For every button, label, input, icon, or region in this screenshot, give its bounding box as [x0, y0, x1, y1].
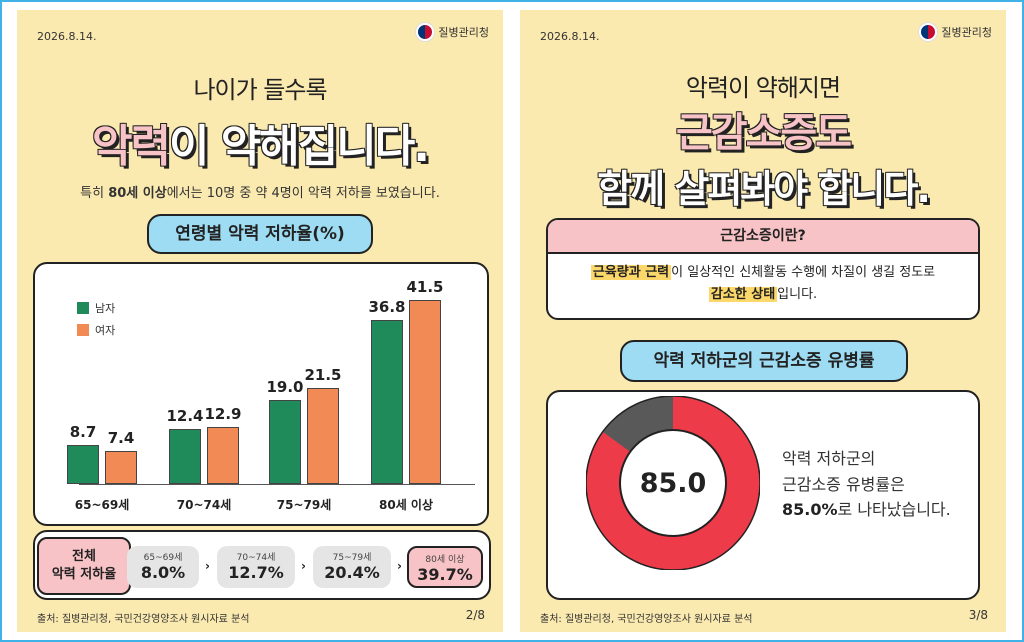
desc-bold: 80세 이상 [108, 186, 167, 201]
legend-label-female: 여자 [95, 324, 116, 337]
bar-female [105, 451, 137, 484]
headline-sub: 악력이 약해지면 [685, 74, 841, 102]
category-label: 80세 이상 [379, 498, 433, 512]
summary-label-line1: 전체 [72, 548, 96, 564]
donut-chart: 85.0 [585, 395, 761, 571]
donut-svg [585, 395, 761, 571]
source: 출처: 질병관리청, 국민건강영양조사 원시자료 분석 [37, 614, 250, 625]
legend-male: 남자 [77, 300, 115, 316]
category-label: 65~69세 [74, 498, 130, 512]
definition-text: 이 일상적인 신체활동 수행에 차질이 생길 정도로 [671, 265, 936, 280]
summary-group: 70~74세 [236, 553, 276, 563]
definition-title: 근감소증이란? [548, 220, 978, 254]
summary-item-highlight: 80세 이상 39.7% [407, 546, 483, 588]
chevron-right-icon: › [397, 559, 402, 573]
donut-text-line: 근감소증 유병률은 [782, 474, 905, 494]
donut-text-bold: 85.0% [782, 500, 838, 520]
summary-value: 39.7% [417, 565, 473, 584]
category-label: 70~74세 [176, 498, 232, 512]
bar-value-label: 12.9 [204, 404, 242, 423]
bar-value-label: 12.4 [166, 406, 204, 425]
desc-post: 에서는 10명 중 약 4명이 악력 저하를 보였습니다. [166, 186, 440, 201]
definition-box: 근감소증이란? 근육량과 근력 이 일상적인 신체활동 수행에 차질이 생길 정도… [546, 218, 980, 320]
x-axis [79, 484, 475, 485]
org-name: 질병관리청 [941, 26, 992, 39]
summary-item: 65~69세 8.0% [127, 546, 199, 588]
headline-sub: 나이가 들수록 [193, 76, 327, 104]
summary-value: 12.7% [228, 563, 284, 582]
donut-hole [619, 429, 727, 537]
bar-male [67, 445, 99, 484]
definition-text: 입니다. [777, 287, 818, 303]
bar-value-label: 21.5 [304, 366, 342, 385]
category-label: 75~79세 [276, 498, 332, 512]
definition-body: 근육량과 근력 이 일상적인 신체활동 수행에 차질이 생길 정도로 감소한 상태… [548, 254, 978, 306]
bar-male [269, 399, 301, 484]
page-number: 2/8 [465, 608, 485, 622]
org-name: 질병관리청 [438, 26, 489, 39]
legend-swatch-female [77, 324, 89, 336]
bar-male [371, 320, 403, 484]
desc-pre: 특히 [80, 186, 109, 201]
donut-main-segment [586, 396, 760, 570]
bar-male [169, 428, 201, 484]
donut-text-line: 악력 저하군의 [782, 449, 876, 468]
legend-label-male: 남자 [95, 302, 116, 315]
headline: 악력이 약해집니다. [17, 110, 503, 174]
headline-rest: 이 약해집니다. [169, 121, 430, 172]
bar-value-label: 7.4 [107, 429, 135, 448]
legend-female: 여자 [77, 322, 115, 338]
source: 출처: 질병관리청, 국민건강영양조사 원시자료 분석 [540, 614, 753, 625]
definition-highlight: 감소한 상태 [708, 287, 778, 303]
bar-value-label: 8.7 [69, 423, 97, 442]
headline-highlight: 악력 [92, 121, 171, 172]
bar-value-label: 19.0 [266, 377, 304, 396]
date: 2026.8.14. [540, 30, 600, 43]
taegeuk-icon [919, 23, 938, 41]
bar-female [207, 426, 239, 484]
legend-swatch-male [77, 302, 89, 314]
headline-highlight: 근감소증도 [676, 110, 852, 156]
card-grip-strength: 2026.8.14. 질병관리청 나이가 들수록 악력이 약해집니다. 특히 8… [17, 10, 503, 632]
bar-female [307, 388, 339, 484]
donut-description: 악력 저하군의 근감소증 유병률은 85.0%로 나타났습니다. [782, 446, 951, 523]
chevron-right-icon: › [205, 559, 210, 573]
bar-value-label: 41.5 [406, 277, 444, 296]
summary-value: 8.0% [140, 563, 186, 582]
donut-value: 85.0 [639, 467, 707, 499]
taegeuk-icon [416, 23, 435, 41]
page-number: 3/8 [968, 608, 988, 622]
date: 2026.8.14. [37, 30, 97, 43]
card-sarcopenia: 2026.8.14. 질병관리청 악력이 약해지면 근감소증도 함께 살펴봐야 … [520, 10, 1006, 632]
summary-value: 20.4% [324, 563, 380, 582]
donut-text-rest: 로 나타났습니다. [837, 500, 951, 520]
chevron-right-icon: › [301, 559, 306, 573]
summary-group: 65~69세 [143, 553, 183, 563]
bar-value-label: 36.8 [368, 298, 406, 317]
org-logo: 질병관리청 [416, 23, 489, 41]
section-title: 악력 저하군의 근감소증 유병률 [620, 340, 908, 382]
summary-group: 80세 이상 [425, 555, 465, 565]
summary-group: 75~79세 [332, 553, 372, 563]
chart-title: 연령별 악력 저하율(%) [147, 214, 373, 254]
definition-highlight: 근육량과 근력 [590, 265, 672, 280]
bar-female [409, 299, 441, 484]
summary-label-line2: 악력 저하율 [51, 567, 117, 582]
summary-item: 75~79세 20.4% [313, 546, 391, 588]
summary-item: 70~74세 12.7% [217, 546, 295, 588]
headline: 함께 살펴봐야 합니다. [597, 167, 931, 211]
org-logo: 질병관리청 [919, 23, 992, 41]
description: 특히 80세 이상에서는 10명 중 약 4명이 악력 저하를 보였습니다. [17, 182, 503, 201]
